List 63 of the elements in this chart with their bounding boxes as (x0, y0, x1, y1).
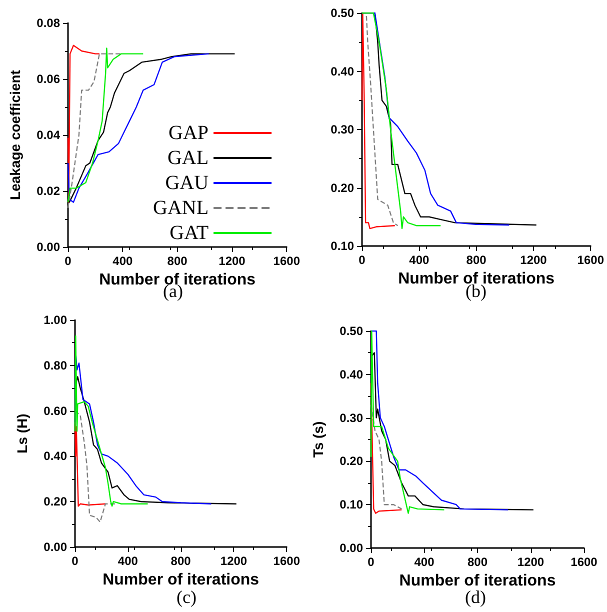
x-tick-label: 1600 (273, 554, 300, 568)
x-tick-label: 400 (414, 555, 435, 569)
y-tick-label: 0.40 (44, 449, 68, 464)
x-tick-label: 400 (112, 254, 133, 268)
y-tick-label: 0.30 (340, 410, 364, 425)
y-tick-label: 0.40 (340, 367, 364, 382)
y-tick-label: 0.00 (340, 541, 364, 555)
line-series (74, 410, 117, 523)
x-tick-label: 800 (466, 253, 487, 267)
legend-label: GAL (167, 147, 209, 169)
line-series (67, 53, 124, 208)
x-tick-label: 0 (358, 253, 366, 267)
x-tick-label: 1600 (577, 253, 604, 267)
y-tick-label: 0.20 (44, 494, 68, 509)
x-tick-label: 0 (72, 554, 79, 568)
y-tick-label: 0.04 (36, 128, 60, 142)
x-axis-title: Number of iterations (102, 571, 260, 588)
y-tick-label: 0.80 (44, 358, 68, 372)
x-tick-label: 1200 (220, 554, 248, 568)
y-tick-label: 1.00 (44, 313, 68, 327)
legend-label: GANL (153, 197, 209, 219)
legend-label: GAT (170, 222, 209, 244)
line-series (74, 335, 148, 507)
x-tick-label: 1200 (218, 254, 246, 268)
text: (d) (465, 587, 486, 607)
y-tick-label: 0.60 (44, 404, 68, 418)
x-tick-label: 800 (167, 254, 188, 268)
y-tick-label: 0.50 (330, 6, 354, 20)
line-series (67, 44, 100, 203)
x-tick-label: 800 (170, 554, 192, 568)
y-axis-title: Leakage coefficient (7, 70, 23, 200)
y-tick-label: 0.00 (36, 240, 60, 254)
x-tick-label: 0 (64, 254, 72, 268)
x-tick-label: 1600 (273, 254, 300, 268)
line-series (67, 48, 144, 203)
y-tick-label: 0.30 (330, 122, 354, 136)
legend-label: GAP (168, 122, 209, 144)
x-tick-label: 1200 (520, 253, 548, 267)
text: (c) (176, 587, 196, 607)
x-tick-label: 400 (409, 253, 430, 267)
x-tick-label: 800 (467, 555, 488, 569)
y-tick-label: 0.08 (36, 16, 60, 30)
y-tick-label: 0.00 (44, 540, 68, 554)
y-tick-label: 0.10 (340, 498, 364, 512)
legend-label: GAU (165, 172, 210, 194)
x-tick-label: 1600 (570, 555, 598, 569)
x-tick-label: 400 (118, 554, 138, 568)
y-tick-label: 0.10 (330, 239, 354, 253)
y-axis-title: Ls (H) (14, 414, 30, 454)
y-axis-title: Ts (s) (310, 421, 326, 458)
line-series (361, 12, 442, 230)
x-axis-title: Number of iterations (399, 572, 556, 590)
y-tick-label: 0.50 (340, 324, 364, 338)
y-tick-label: 0.20 (340, 454, 364, 468)
y-tick-label: 0.20 (330, 180, 354, 195)
y-tick-label: 0.40 (330, 64, 354, 78)
line-series (370, 330, 445, 514)
line-series (370, 330, 509, 510)
line-series (74, 424, 106, 507)
x-tick-label: 1200 (517, 555, 544, 569)
y-tick-label: 0.06 (36, 72, 60, 86)
x-tick-label: 0 (368, 555, 375, 569)
y-tick-label: 0.02 (36, 184, 60, 198)
